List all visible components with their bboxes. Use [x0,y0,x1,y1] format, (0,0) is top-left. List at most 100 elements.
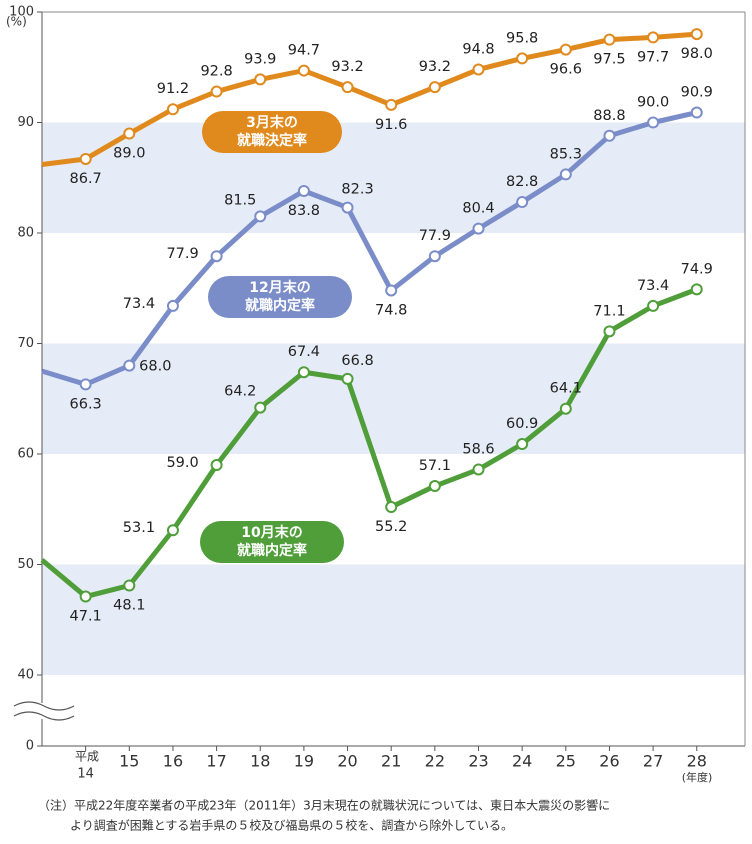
point [559,168,572,181]
point [428,250,441,263]
data-label: 64.2 [224,384,256,400]
point [385,284,398,297]
legend-bubble [200,521,344,563]
point [166,103,179,116]
band [42,564,745,675]
x-tick-label: 21 [381,752,401,771]
x-tick-label: 19 [294,752,314,771]
data-label: 55.2 [375,519,407,535]
data-label: 83.8 [288,203,320,219]
point [647,31,660,44]
data-label: 91.2 [157,81,189,97]
x-tick-label: 23 [468,752,488,771]
point [254,210,267,223]
point [428,81,441,94]
y-unit: (%) [6,15,27,29]
legend-bubble [202,111,342,153]
data-label: 94.7 [288,43,320,59]
series-line [41,31,697,167]
point [123,579,136,592]
data-label: 60.9 [506,416,538,432]
point [603,325,616,338]
x-tick-label: 16 [163,752,183,771]
x-tick-label: 20 [337,752,357,771]
axis-break [13,701,75,721]
data-label: 74.8 [375,302,407,318]
data-label: 91.6 [375,117,407,133]
point [472,63,485,76]
data-label: 48.1 [113,597,145,613]
data-label: 53.1 [123,520,155,536]
data-label: 57.1 [419,458,451,474]
band [42,122,745,233]
y-tick-label: 90 [17,115,34,130]
point [516,438,529,451]
data-label: 93.9 [244,51,276,67]
y-tick-label: 80 [17,226,34,241]
point [210,85,223,98]
data-label: 80.4 [462,201,494,217]
series-line [40,287,698,600]
data-label: 81.5 [224,192,256,208]
data-label: 73.4 [637,278,669,294]
band [42,343,745,454]
y-tick-label: 70 [17,336,34,351]
x-tick-label: 26 [599,752,619,771]
data-label: 93.2 [331,59,363,75]
y-tick-label: 50 [17,557,34,572]
legend-label: 12月末の [249,279,310,296]
data-label: 98.0 [681,46,713,62]
data-label: 74.9 [681,261,713,277]
data-label: 86.7 [70,171,102,187]
data-label: 66.3 [70,396,102,412]
x-unit: (年度) [682,770,713,784]
legend-label: 3月末の [246,114,298,131]
point [210,459,223,472]
footnote: より調査が困難とする岩手県の５校及び福島県の５校を、調査から除外している。 [70,818,513,833]
series-line [41,110,698,387]
point [603,33,616,46]
point [516,196,529,209]
point [254,401,267,414]
data-label: 94.8 [462,41,494,57]
y-tick-label: 100 [9,5,34,20]
x-tick-label: 24 [512,752,532,771]
data-label: 93.2 [419,59,451,75]
legend-label: 10月末の [241,524,302,541]
data-label: 97.5 [593,52,625,68]
y-tick-label: 0 [26,739,34,754]
data-label: 47.1 [70,609,102,625]
data-label: 59.0 [166,455,198,471]
legend-label: 就職内定率 [237,542,307,559]
data-label: 82.8 [506,174,538,190]
data-label: 90.0 [637,95,669,111]
point [428,480,441,493]
data-label: 90.9 [681,85,713,101]
x-tick-label: 14 [77,767,94,782]
point [123,359,136,372]
point [559,402,572,415]
point [690,283,703,296]
point [472,463,485,476]
data-label: 77.9 [166,246,198,262]
data-label: 77.9 [419,228,451,244]
point [647,116,660,129]
data-label: 58.6 [462,441,494,457]
data-label: 95.8 [506,30,538,46]
point [297,185,310,198]
data-label: 82.3 [341,182,373,198]
point [123,127,136,140]
point [79,590,92,603]
y-tick-label: 60 [17,447,34,462]
point [79,152,92,165]
x-tick-label: 27 [643,752,663,771]
point [516,52,529,65]
point [166,524,179,537]
data-label: 68.0 [139,359,171,375]
point [472,222,485,235]
point [603,129,616,142]
point [341,81,354,94]
point [297,366,310,379]
data-label: 92.8 [200,64,232,80]
data-label: 97.7 [637,49,669,65]
